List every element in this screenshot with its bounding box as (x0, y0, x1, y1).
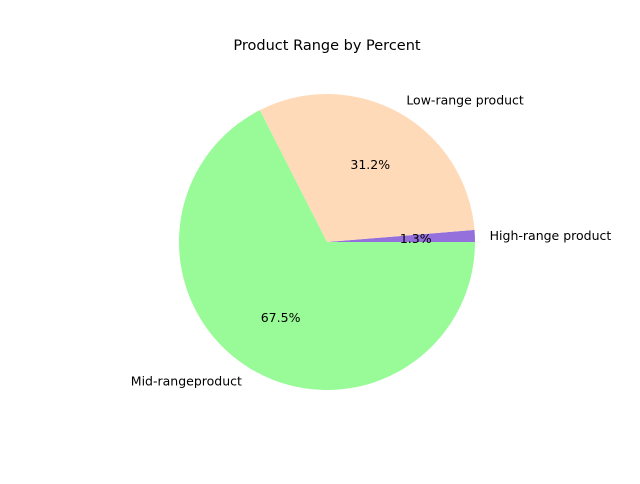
pie-slices (179, 93, 475, 390)
pie-slice-mid-rangeproduct (179, 110, 475, 390)
pie-category-label-high-range-product: High-range product (490, 228, 612, 243)
pie-slice-low-range-product (259, 93, 475, 242)
pie-slice-high-range-product (327, 229, 475, 242)
pie-percent-label-mid-rangeproduct: 67.5% (261, 310, 301, 325)
pie-category-label-low-range-product: Low-range product (406, 92, 524, 107)
pie-labels: 1.3% High-range product 31.2% Low-range pro… (131, 92, 612, 388)
pie-category-label-mid-rangeproduct: Mid-rangeproduct (131, 373, 242, 388)
pie-percent-label-low-range-product: 31.2% (350, 157, 390, 172)
chart-title: Product Range by Percent (233, 38, 420, 54)
pie-percent-label-high-range-product: 1.3% (400, 231, 432, 246)
